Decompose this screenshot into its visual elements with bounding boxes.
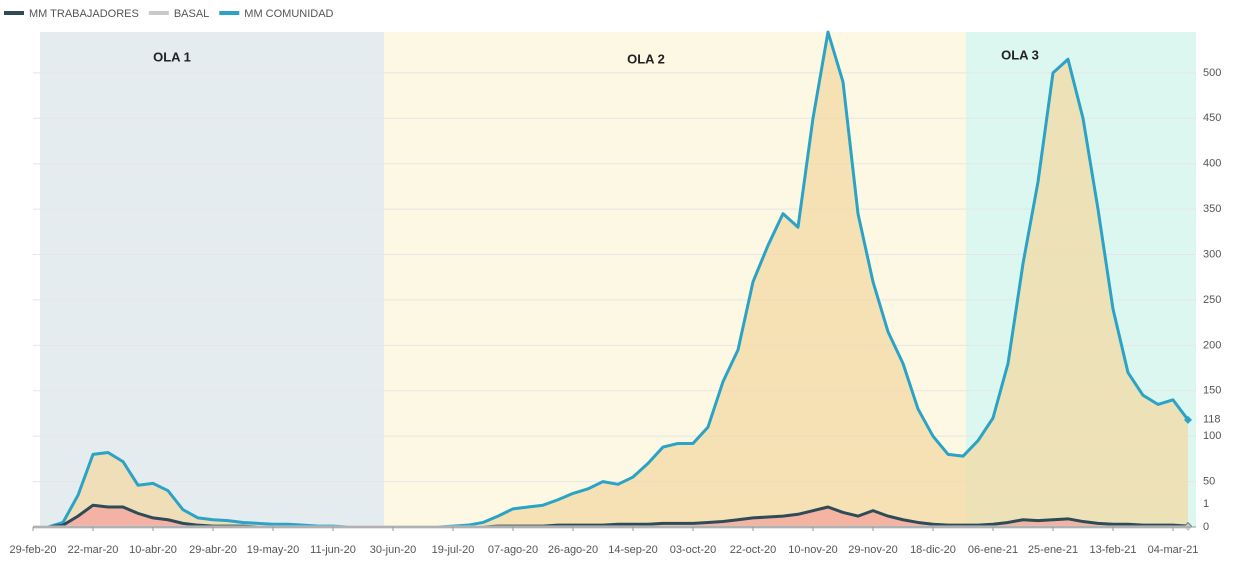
x-tick-label: 22-mar-20 [68, 544, 119, 556]
line [33, 30, 1190, 529]
x-tick-label: 14-sep-20 [608, 544, 658, 556]
band-label: OLA 3 [1001, 47, 1039, 62]
x-tick-label: 07-ago-20 [488, 544, 538, 556]
x-tick-label: 29-feb-20 [9, 544, 56, 556]
end-marker [1184, 415, 1192, 424]
band-label: OLA 2 [627, 51, 665, 66]
end-label: 0 [1203, 521, 1209, 533]
x-tick-label: 19-may-20 [247, 544, 300, 556]
grid [33, 72, 1196, 483]
y-tick-label: 250 [1203, 294, 1221, 306]
legend-label: MM TRABAJADORES [29, 8, 139, 20]
band-ola-1 [40, 32, 384, 527]
x-tick-label: 06-ene-21 [968, 544, 1018, 556]
x-tick-label: 13-feb-21 [1089, 544, 1136, 556]
y-tick-label: 500 [1203, 67, 1221, 79]
x-tick-label: 11-jun-20 [310, 544, 356, 556]
x-tick-label: 30-jun-20 [370, 544, 416, 556]
y-tick-label: 350 [1203, 203, 1221, 215]
area [33, 505, 1188, 527]
y-tick-label: 400 [1203, 158, 1221, 170]
x-tick-label: 03-oct-20 [670, 544, 716, 556]
legend: MM TRABAJADORES BASAL MM COMUNIDAD [4, 8, 334, 20]
end-label: 1 [1203, 498, 1209, 510]
x-tick-label: 25-ene-21 [1028, 544, 1078, 556]
y-tick-label: 100 [1203, 430, 1221, 442]
y-tick-label: 50 [1203, 475, 1215, 487]
x-tick-label: 29-abr-20 [189, 544, 237, 556]
end-label: 118 [1203, 414, 1221, 426]
x-tick-label: 04-mar-21 [1148, 544, 1199, 556]
x-tick-label: 18-dic-20 [910, 544, 956, 556]
x-tick-label: 29-nov-20 [848, 544, 898, 556]
x-tick-label: 22-oct-20 [730, 544, 776, 556]
y-tick-label: 300 [1203, 248, 1221, 260]
areas [33, 32, 1188, 527]
x-tick-label: 10-nov-20 [788, 544, 838, 556]
y-tick-label: 200 [1203, 339, 1221, 351]
x-tick-label: 26-ago-20 [548, 544, 598, 556]
legend-label: MM COMUNIDAD [244, 8, 333, 20]
y-tick-label: 450 [1203, 112, 1221, 124]
legend-label: BASAL [174, 8, 209, 20]
x-tick-label: 19-jul-20 [432, 544, 475, 556]
area [33, 32, 1188, 527]
x-tick-label: 10-abr-20 [129, 544, 177, 556]
band-label: OLA 1 [153, 49, 191, 64]
y-tick-label: 150 [1203, 385, 1221, 397]
